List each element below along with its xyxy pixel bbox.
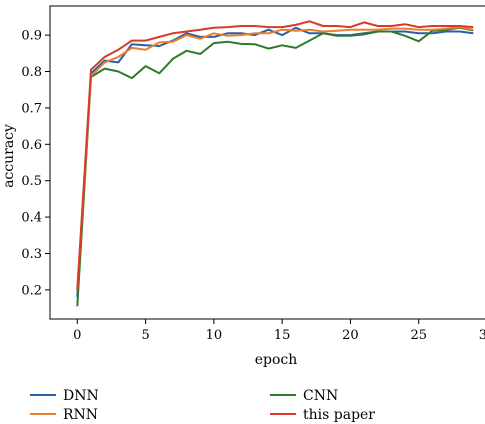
plot-frame: [49, 5, 485, 320]
x-tick-label: 5: [141, 328, 149, 343]
series-line-rnn: [76, 26, 474, 290]
x-tick-label: 15: [274, 328, 291, 343]
y-tick-label: 0.4: [21, 211, 42, 226]
x-tick-label: 0: [73, 328, 81, 343]
y-tick-label: 0.2: [21, 283, 42, 298]
legend: DNN RNN CNN this paper: [30, 388, 375, 423]
x-tick-label: 25: [410, 328, 427, 343]
y-tick-label: 0.3: [21, 247, 42, 262]
series-line-this-paper: [76, 20, 474, 290]
series-line-dnn: [76, 26, 474, 298]
y-axis-label: accuracy: [1, 124, 17, 188]
y-tick-label: 0.6: [21, 138, 42, 153]
legend-label-cnn: CNN: [303, 388, 338, 404]
series-lines: [76, 20, 474, 307]
legend-label-this-paper: this paper: [303, 407, 375, 423]
legend-label-dnn: DNN: [63, 388, 99, 404]
y-tick-label: 0.9: [21, 29, 42, 44]
y-tick-label: 0.5: [21, 174, 42, 189]
legend-label-rnn: RNN: [63, 407, 98, 423]
x-tick-label: 10: [206, 328, 223, 343]
y-tick-label: 0.8: [21, 65, 42, 80]
y-tick-label: 0.7: [21, 101, 42, 116]
x-tick-label: 30: [479, 328, 485, 343]
axes: 0 5 10 15 20 25 30 0.2 0.3 0.4 0.5 0.6 0.7 0.8 0.9: [21, 5, 485, 343]
x-axis-label: epoch: [255, 352, 298, 368]
x-tick-label: 20: [342, 328, 359, 343]
series-line-cnn: [76, 26, 474, 307]
